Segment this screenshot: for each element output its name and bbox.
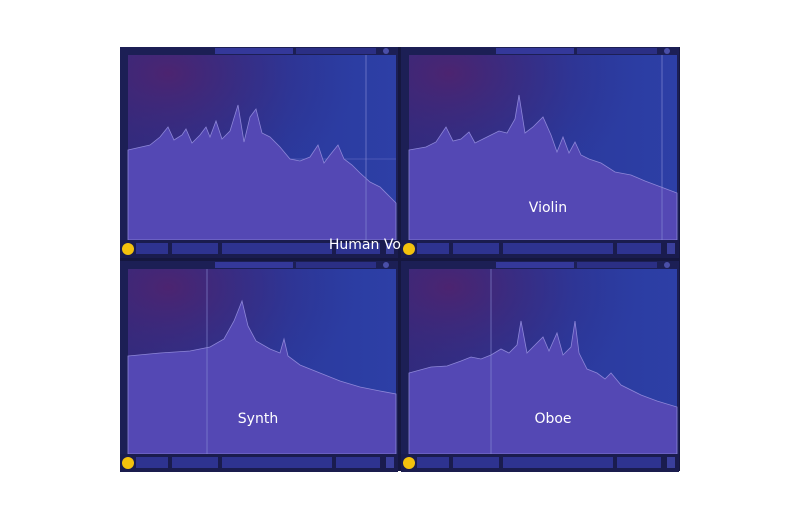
menu-button[interactable]	[386, 457, 394, 468]
spectrum	[408, 94, 678, 241]
control-field[interactable]	[453, 243, 499, 254]
control-field[interactable]	[136, 243, 168, 254]
control-field[interactable]	[617, 243, 661, 254]
top-tab[interactable]	[496, 262, 574, 268]
top-tab[interactable]	[577, 262, 657, 268]
top-tab[interactable]	[577, 48, 657, 54]
menu-button[interactable]	[667, 243, 675, 254]
control-field[interactable]	[503, 457, 613, 468]
panels: Human Voice Violin Synth Oboe	[120, 47, 679, 472]
play-button[interactable]	[403, 457, 415, 469]
play-button[interactable]	[403, 243, 415, 255]
control-field[interactable]	[336, 243, 380, 254]
top-icon[interactable]	[383, 48, 389, 54]
control-field[interactable]	[453, 457, 499, 468]
panel-label: Oboe	[534, 411, 571, 427]
play-button[interactable]	[122, 243, 134, 255]
top-tab[interactable]	[215, 48, 293, 54]
top-tab[interactable]	[296, 262, 376, 268]
panel-label: Violin	[529, 200, 567, 216]
control-field[interactable]	[222, 243, 332, 254]
analyzer-panel: Oboe	[401, 261, 679, 472]
control-field[interactable]	[172, 243, 218, 254]
analyzer-panel: Synth	[120, 261, 398, 472]
control-field[interactable]	[222, 457, 332, 468]
control-field[interactable]	[417, 243, 449, 254]
analyzer-panel: Violin	[401, 47, 679, 258]
spectrum	[127, 104, 397, 241]
top-icon[interactable]	[664, 48, 670, 54]
panel-label: Synth	[238, 411, 278, 427]
control-field[interactable]	[172, 457, 218, 468]
play-button[interactable]	[122, 457, 134, 469]
menu-button[interactable]	[667, 457, 675, 468]
top-tab[interactable]	[496, 48, 574, 54]
control-field[interactable]	[503, 243, 613, 254]
top-tab[interactable]	[215, 262, 293, 268]
spectrum	[127, 299, 397, 455]
top-tab[interactable]	[296, 48, 376, 54]
panel-label: Human Voice	[329, 237, 421, 253]
top-icon[interactable]	[383, 262, 389, 268]
analyzer-panel: Human Voice	[120, 47, 421, 258]
top-icon[interactable]	[664, 262, 670, 268]
control-field[interactable]	[417, 457, 449, 468]
menu-button[interactable]	[386, 243, 394, 254]
control-field[interactable]	[136, 457, 168, 468]
spectrum	[408, 320, 678, 455]
control-field[interactable]	[617, 457, 661, 468]
control-field[interactable]	[336, 457, 380, 468]
